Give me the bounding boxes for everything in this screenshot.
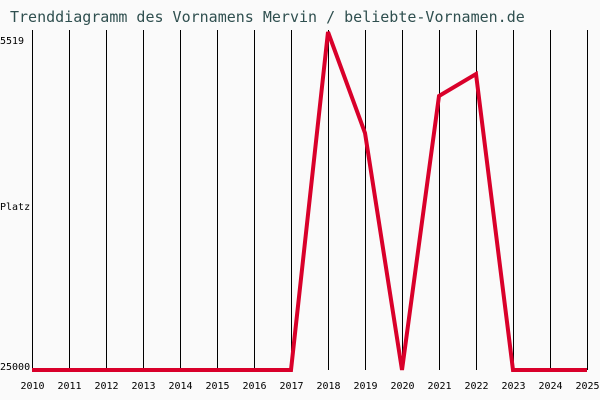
x-axis-tick-label: 2017 [279,381,304,392]
x-axis-tick-label: 2024 [538,381,563,392]
x-axis-tick-label: 2015 [205,381,230,392]
x-axis-tick-label: 2018 [316,381,341,392]
x-axis-tick-label: 2025 [575,381,600,392]
y-axis-top-label: 5519 [0,36,25,47]
y-axis-label: Platz [0,202,31,213]
x-axis-tick-label: 2013 [131,381,156,392]
x-axis-tick-label: 2022 [464,381,489,392]
y-axis-bottom-label: 25000 [0,362,31,373]
x-axis-tick-label: 2019 [353,381,378,392]
x-axis-tick-label: 2021 [427,381,452,392]
x-axis-tick-label: 2016 [242,381,267,392]
series-line [32,31,587,372]
x-axis-tick-label: 2012 [94,381,119,392]
x-axis-tick-label: 2023 [501,381,526,392]
x-axis-tick-label: 2010 [20,381,45,392]
x-axis-tick-label: 2014 [168,381,193,392]
chart-title: Trenddiagramm des Vornamens Mervin / bel… [10,8,525,26]
x-axis-tick-label: 2011 [57,381,82,392]
x-axis-tick-label: 2020 [390,381,415,392]
